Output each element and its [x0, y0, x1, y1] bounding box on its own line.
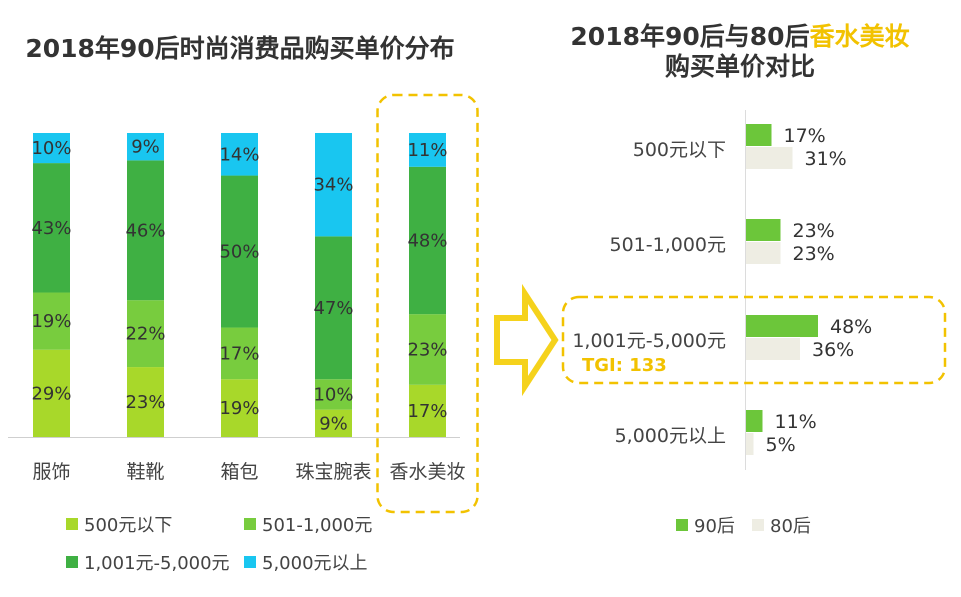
bar-segment: [409, 166, 446, 315]
category-label: 香水美妆: [389, 461, 465, 483]
category-label: 500元以下: [633, 139, 726, 161]
bar-data-label: 48%: [830, 316, 872, 338]
bar-data-label: 11%: [407, 140, 447, 161]
bar-segment: [315, 133, 352, 237]
arrow-shape: [494, 283, 559, 397]
bar-segment: [221, 133, 258, 176]
bar-segment: [409, 133, 446, 167]
bar-data-label: 11%: [775, 411, 817, 433]
legend-label: 80后: [770, 516, 811, 537]
bar-data-label: 46%: [125, 220, 165, 241]
legend-label: 501-1,000元: [262, 515, 373, 536]
legend-item: 501-1,000元: [244, 511, 372, 537]
bar-segment: [409, 314, 446, 385]
bar-data-label: 19%: [31, 311, 71, 332]
highlight-box: [561, 295, 947, 385]
bar: [746, 147, 793, 169]
category-label: 珠宝腕表: [295, 461, 371, 483]
bar-data-label: 9%: [319, 413, 348, 434]
bar-data-label: 19%: [219, 398, 259, 419]
bar-data-label: 10%: [313, 384, 353, 405]
bar-data-label: 17%: [784, 125, 826, 147]
bar-data-label: 47%: [313, 298, 353, 319]
bar-data-label: 5%: [766, 434, 796, 456]
bar-data-label: 48%: [407, 230, 447, 251]
bar: [746, 242, 781, 264]
bar-segment: [33, 349, 70, 437]
right-title-line2: 购买单价对比: [664, 52, 815, 81]
bar-data-label: 22%: [125, 324, 165, 345]
legend-item: 500元以下: [66, 511, 172, 537]
category-label: 501-1,000元: [609, 234, 726, 256]
bar-segment: [221, 175, 258, 328]
bar-data-label: 9%: [131, 137, 160, 158]
bar: [746, 410, 763, 432]
bar-segment: [127, 160, 164, 301]
bar-data-label: 17%: [219, 343, 259, 364]
bar-segment: [315, 409, 352, 437]
legend-swatch: [676, 519, 688, 531]
bar-segment: [127, 133, 164, 161]
legend-swatch: [752, 519, 764, 531]
stacked-bar-chart: 29% 19% 43% 10% 服饰 23% 22% 46% 9% 鞋靴 19% 17% 50% 14% 箱…: [8, 93, 479, 514]
legend-swatch: [244, 556, 256, 568]
bar: [746, 433, 754, 455]
category-label: 箱包: [220, 461, 258, 483]
horizontal-bar-chart: 17%31% 500元以下 23%23% 501-1,000元 48%36% 1,001元…: [561, 110, 947, 470]
legend-swatch: [66, 518, 78, 530]
bar-data-label: 31%: [805, 148, 847, 170]
bar-segment: [33, 133, 70, 164]
legend-item: 80后: [752, 512, 811, 538]
bar-data-label: 34%: [313, 175, 353, 196]
bar-segment: [315, 379, 352, 410]
bar-segment: [33, 292, 70, 350]
legend-item: 5,000元以上: [244, 549, 368, 575]
bar-segment: [127, 300, 164, 368]
legend-swatch: [244, 518, 256, 530]
right-title-highlight: 香水美妆: [809, 22, 910, 51]
bar-segment: [315, 236, 352, 380]
bar-segment: [221, 379, 258, 437]
category-label: 鞋靴: [126, 461, 164, 483]
bar: [746, 315, 818, 337]
bar: [746, 124, 772, 146]
bar-segment: [127, 367, 164, 437]
bar-data-label: 29%: [31, 383, 71, 404]
bar: [746, 219, 781, 241]
bar-data-label: 50%: [219, 242, 259, 263]
arrow-icon: [494, 283, 559, 397]
legend-swatch: [66, 556, 78, 568]
bar-data-label: 23%: [793, 243, 835, 265]
category-label: 1,001元-5,000元: [572, 330, 726, 352]
legend-item: 90后: [676, 512, 735, 538]
category-label: 服饰: [32, 461, 70, 483]
bar-data-label: 23%: [125, 392, 165, 413]
tgi-label: TGI: 133: [582, 355, 667, 376]
bar-segment: [409, 384, 446, 437]
right-title-prefix: 2018年90后与80后: [570, 22, 810, 51]
bar-data-label: 23%: [407, 339, 447, 360]
bar-data-label: 17%: [407, 401, 447, 422]
legend-label: 500元以下: [84, 515, 173, 536]
bar-segment: [33, 163, 70, 293]
legend-label: 5,000元以上: [262, 553, 368, 574]
bar-data-label: 36%: [812, 339, 854, 361]
legend-label: 90后: [694, 516, 735, 537]
right-chart-title: 2018年90后与80后香水美妆 购买单价对比: [520, 22, 960, 82]
highlight-box: [376, 93, 479, 514]
category-label: 5,000元以上: [615, 425, 726, 447]
bar-data-label: 43%: [31, 218, 71, 239]
bar-data-label: 23%: [793, 220, 835, 242]
legend-item: 1,001元-5,000元: [66, 549, 230, 575]
bar-segment: [221, 327, 258, 380]
legend-label: 1,001元-5,000元: [84, 553, 230, 574]
bar: [746, 338, 800, 360]
bar-data-label: 14%: [219, 144, 259, 165]
bar-data-label: 10%: [31, 138, 71, 159]
left-chart-title: 2018年90后时尚消费品购买单价分布: [25, 34, 455, 63]
